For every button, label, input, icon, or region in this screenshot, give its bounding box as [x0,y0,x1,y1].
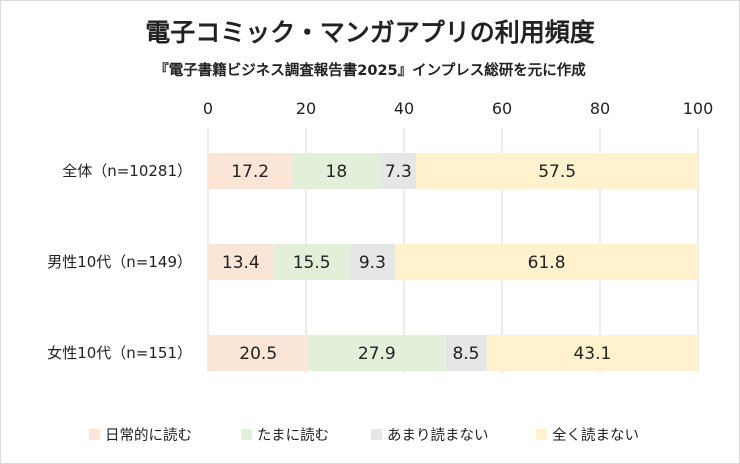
data-label: 57.5 [538,162,576,182]
x-axis-ticks: 0 20 40 60 80 100 [203,99,713,118]
data-label: 43.1 [573,344,611,364]
legend-label: たまに読む [257,427,329,444]
data-label: 61.8 [528,253,566,273]
x-tick-label: 0 [203,99,213,118]
bar-segment [308,335,446,371]
bar-segment [380,153,417,189]
bar-segment [292,153,381,189]
data-label: 7.3 [385,162,412,182]
x-tick-label: 100 [683,99,714,118]
bars: 17.2 18 7.3 57.5 13.4 15.5 9.3 61.8 20.5 27.9 8.5 4… [208,153,698,371]
data-label: 20.5 [239,344,277,364]
bar-segment [208,153,293,189]
bar-segment [273,244,350,280]
bar-segment [416,153,698,189]
category-labels: 全体（n=10281） 男性10代（n=149） 女性10代（n=151） [47,162,192,362]
data-label: 15.5 [293,253,331,273]
legend-label: あまり読まない [387,427,489,444]
data-label: 8.5 [452,344,479,364]
legend-swatch [89,429,100,440]
x-tick-label: 80 [590,99,610,118]
category-label: 男性10代（n=149） [47,253,192,271]
bar-segment [445,335,487,371]
chart-title: 電子コミック・マンガアプリの利用頻度 [145,18,595,47]
legend-label: 日常的に読む [105,427,192,444]
bar-segment [395,244,698,280]
data-label: 18 [326,162,348,182]
legend: 日常的に読む たまに読む あまり読まない 全く読まない [89,426,639,444]
legend-swatch [241,429,252,440]
bar-segment [208,244,274,280]
legend-swatch [536,429,547,440]
bar-segment [208,335,309,371]
x-tick-label: 20 [296,99,316,118]
chart-subtitle: 『電子書籍ビジネス調査報告書2025』インプレス総研を元に作成 [154,61,586,79]
x-tick-label: 40 [394,99,414,118]
data-label: 9.3 [359,253,386,273]
data-label: 17.2 [231,162,269,182]
bar-segment [349,244,396,280]
category-label: 全体（n=10281） [62,162,192,180]
data-label: 13.4 [222,253,260,273]
legend-swatch [371,429,382,440]
legend-label: 全く読まない [552,426,639,444]
category-label: 女性10代（n=151） [47,344,192,362]
x-tick-label: 60 [492,99,512,118]
bar-segment [486,335,698,371]
data-label: 27.9 [358,344,396,364]
